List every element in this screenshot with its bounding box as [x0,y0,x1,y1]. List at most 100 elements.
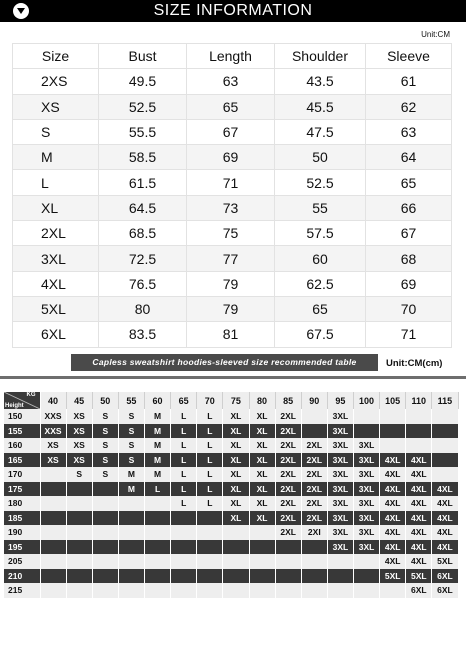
size-cell [249,525,276,540]
table-row: 150 XXS XS S S M L L XL XL 2XL 3XL [4,409,459,424]
size-cell: 3XL [353,539,381,554]
size-cell: XL [249,423,276,438]
table-row: 6XL 83.5 81 67.5 71 [12,321,452,348]
measurement-cell: 55.5 [98,118,187,146]
size-cell: M [144,467,172,482]
measurement-cell: 65 [365,169,452,196]
size-cell: L [170,423,198,438]
size-label: 2XL [12,220,99,247]
measurement-cell: 79 [186,295,275,323]
size-cell: 4XL [379,452,407,467]
height-cell: 160 [4,438,41,453]
weight-header: 85 [275,392,302,409]
size-cell: 4XL [431,496,459,511]
size-cell: 4XL [405,467,433,482]
size-cell: 2XL [275,452,302,467]
size-cell: XS [40,438,67,453]
size-cell [118,539,146,554]
size-cell [249,554,276,569]
size-cell: 3XL [353,467,381,482]
size-cell: L [170,438,198,453]
size-cell [92,510,119,525]
size-cell: 2XL [275,510,302,525]
kg-label: KG [26,392,36,398]
divider [0,376,466,379]
size-cell [92,539,119,554]
size-cell: XL [222,510,250,525]
measurement-cell: 62.5 [274,270,366,297]
height-cell: 190 [4,525,41,540]
size-cell [249,568,276,583]
size-cell [40,568,67,583]
table-row: L 61.5 71 52.5 65 [12,169,452,196]
size-cell: 6XL [405,583,433,598]
page-title: SIZE INFORMATION [153,2,313,19]
size-cell: 4XL [405,554,433,569]
table-row: 180 L L XL XL 2XL 2XL 3XL 3XL 4XL 4XL 4XL [4,496,459,511]
unit-label: Unit:CM [421,30,450,39]
size-cell: 6XL [431,568,459,583]
size-cell: 2XL [301,438,328,453]
size-cell [40,583,67,598]
size-cell [66,583,93,598]
measurement-cell: 80 [98,295,187,323]
height-cell: 170 [4,467,41,482]
size-cell: 4XL [405,510,433,525]
measurement-cell: 66 [365,194,452,222]
size-cell: 2XL [275,423,302,438]
measurement-cell: 57.5 [274,220,366,247]
size-cell: XL [249,510,276,525]
size-cell: 4XL [431,481,459,496]
size-cell: 4XL [379,496,407,511]
size-cell: 3XL [327,510,355,525]
weight-header: 115 [431,392,459,409]
table-row: XL 64.5 73 55 66 [12,194,452,222]
size-cell [170,525,198,540]
measurement-cell: 64 [365,144,452,171]
measurement-cell: 52.5 [98,93,187,120]
table-row: 5XL 80 79 65 70 [12,295,452,323]
weight-header: 50 [92,392,119,409]
size-table: Size Bust Length Shoulder Sleeve 2XS 49.5 63 43… [12,42,452,348]
size-cell: S [66,467,93,482]
size-cell: 3XL [353,525,381,540]
height-cell: 195 [4,539,41,554]
size-cell: XS [66,438,93,453]
height-cell: 180 [4,496,41,511]
size-cell: 4XL [379,554,407,569]
size-cell [170,554,198,569]
size-cell: XS [66,452,93,467]
measurement-cell: 62 [365,93,452,120]
size-cell: 4XL [379,510,407,525]
size-cell [92,568,119,583]
measurement-cell: 75 [186,220,275,247]
table-row: 160 XS XS S S M L L XL XL 2XL 2XL 3XL 3XL [4,438,459,453]
column-header: Sleeve [365,42,452,70]
size-cell: 2XL [301,496,328,511]
size-cell: 5XL [405,568,433,583]
size-cell: S [118,409,146,424]
table-row: 175 M L L L XL XL 2XL 2XL 3XL 3XL 4XL 4XL 4XL [4,481,459,496]
size-cell: L [196,409,224,424]
table-row: 165 XS XS S S M L L XL XL 2XL 2XL 3XL 3XL 4XL 4XL [4,452,459,467]
size-cell [40,525,67,540]
size-cell: 4XL [379,525,407,540]
size-cell [40,510,67,525]
size-cell [40,539,67,554]
measurement-cell: 83.5 [98,321,187,348]
size-cell: 4XL [405,525,433,540]
size-cell: M [144,452,172,467]
size-cell: 2XL [275,525,302,540]
measurement-cell: 70 [365,295,452,323]
table-row: 215 6XL 6XL [4,583,459,598]
size-cell: 3XL [353,496,381,511]
measurement-cell: 63 [365,118,452,146]
size-cell [144,554,172,569]
measurement-cell: 77 [186,245,275,272]
height-cell: 215 [4,583,41,598]
measurement-cell: 60 [274,245,366,272]
size-cell: 6XL [431,583,459,598]
size-cell [118,525,146,540]
weight-header: 45 [66,392,93,409]
size-cell: XL [222,467,250,482]
